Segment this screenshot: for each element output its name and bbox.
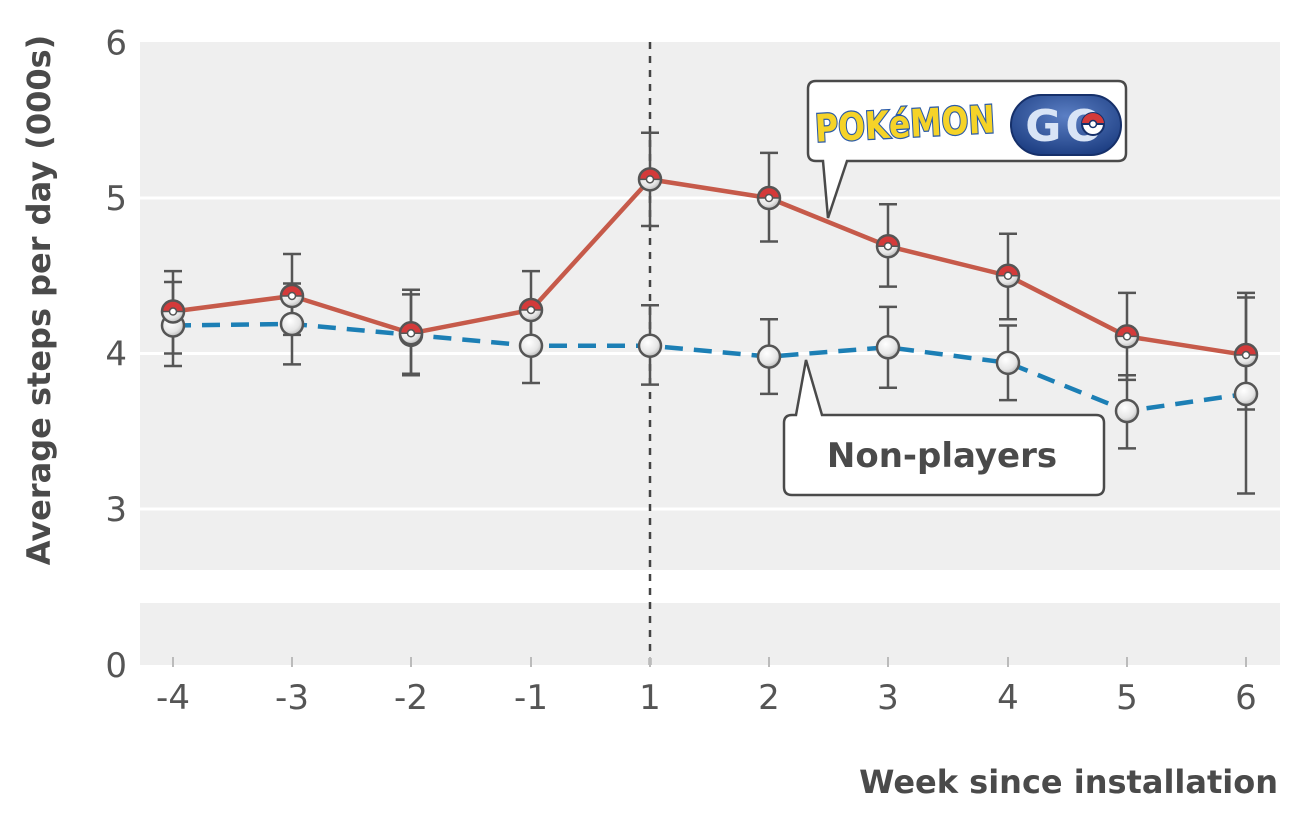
x-tick-label: -3 <box>275 678 309 718</box>
y-tick-label: 3 <box>105 490 127 530</box>
pokeball-marker <box>995 263 1021 288</box>
y-tick-labels: 6 5 4 3 0 <box>105 24 127 687</box>
series-line-non-players <box>172 321 1247 414</box>
pokeball-marker <box>1233 342 1259 368</box>
x-tick-label: 3 <box>877 678 899 718</box>
pokeball-marker <box>875 233 901 259</box>
x-tick-labels: -4 -3 -2 -1 1 2 3 4 5 6 <box>156 657 1257 718</box>
non-players-callout-box <box>782 359 1106 497</box>
x-tick-label: -1 <box>514 678 548 718</box>
non-players-marker <box>637 333 663 358</box>
non-players-marker <box>279 311 305 337</box>
x-axis-title: Week since installation <box>859 763 1278 801</box>
pokemon-go-callout: POKéMON GO <box>806 79 1128 219</box>
plot-background-lower <box>140 603 1280 665</box>
go-pokeball-icon <box>1081 112 1105 136</box>
x-tick-label: 5 <box>1116 678 1138 718</box>
y-tick-label: 4 <box>105 335 127 375</box>
go-logo: GO <box>1010 94 1122 156</box>
y-tick-label: 6 <box>105 24 127 64</box>
y-tick-label: 0 <box>105 646 127 686</box>
pokeball-marker <box>1114 324 1140 349</box>
pokeball-marker <box>637 167 663 192</box>
x-tick-label: -4 <box>156 678 190 718</box>
pokemon-logo-text: POKéMON <box>814 97 996 150</box>
x-tick-label: 6 <box>1235 678 1257 718</box>
x-tick-label: -2 <box>394 678 428 718</box>
gridlines <box>140 196 1280 511</box>
non-players-marker <box>1114 398 1140 424</box>
non-players-marker <box>1233 381 1259 407</box>
pokeball-marker <box>518 297 544 323</box>
y-tick-label: 5 <box>105 179 127 219</box>
x-tick-label: 4 <box>997 678 1019 718</box>
pokeball-marker <box>756 185 782 211</box>
non-players-marker <box>875 335 901 360</box>
non-players-marker <box>995 350 1021 376</box>
series-line-pokemon-go <box>172 177 1247 358</box>
non-players-marker <box>756 344 782 369</box>
x-tick-label: 2 <box>758 678 780 718</box>
pokeball-marker <box>160 299 186 324</box>
non-players-label: Non-players <box>827 436 1057 476</box>
non-players-callout: Non-players <box>782 359 1106 497</box>
pokeball-marker <box>279 283 305 309</box>
series-lines <box>172 177 1247 414</box>
markers <box>160 167 1259 424</box>
pokeball-marker <box>398 321 424 346</box>
y-axis-title: Average steps per day (000s) <box>20 35 58 566</box>
x-tick-label: 1 <box>639 678 661 718</box>
non-players-marker <box>518 333 544 358</box>
